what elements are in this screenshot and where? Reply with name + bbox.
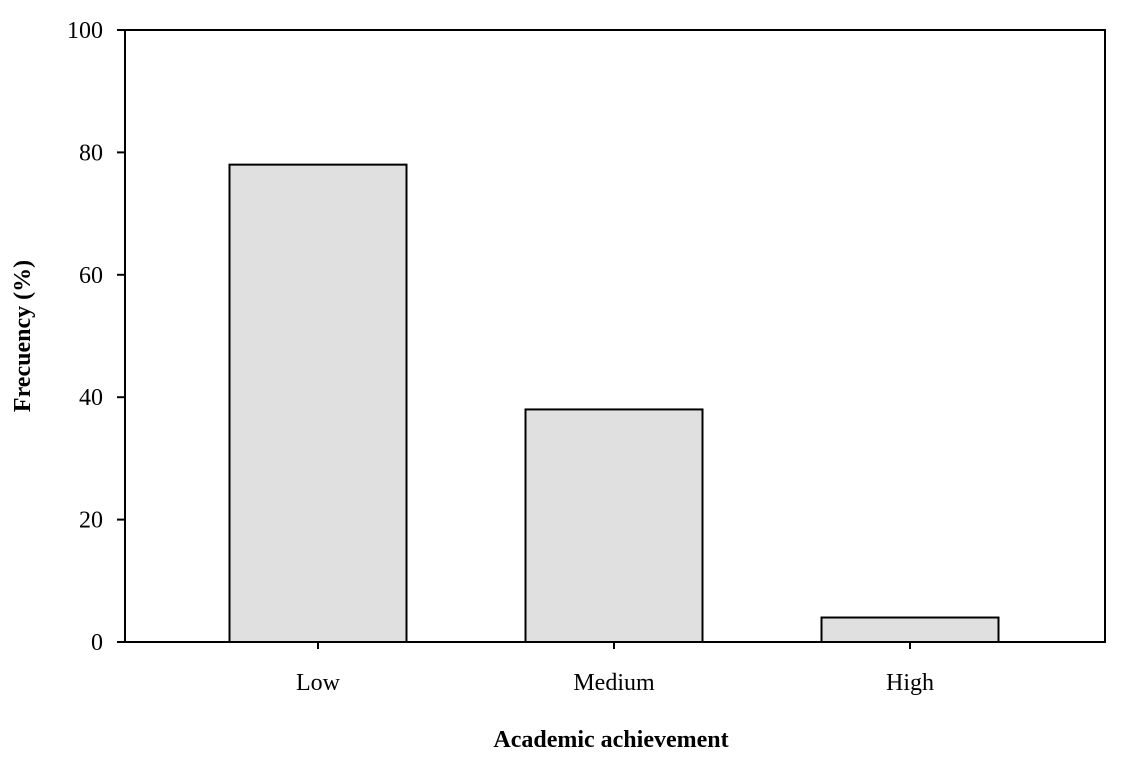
x-axis: Low Medium High (296, 642, 934, 696)
x-tick-label: Low (296, 670, 341, 696)
bar-low (228, 163, 408, 643)
y-axis: 0 20 40 60 80 100 (67, 18, 125, 656)
y-axis-title: Frecuency (%) (10, 260, 36, 412)
bars-group (228, 163, 1000, 644)
y-tick-label: 20 (79, 508, 103, 534)
bar-high (820, 616, 1000, 644)
y-tick-label: 0 (91, 630, 103, 656)
y-tick-label: 100 (67, 18, 103, 44)
x-axis-title: Academic achievement (493, 727, 728, 753)
y-tick-label: 60 (79, 263, 103, 289)
x-tick-label: High (886, 670, 934, 696)
bar-medium (524, 408, 704, 643)
y-tick-label: 80 (79, 140, 103, 166)
y-tick-label: 40 (79, 385, 103, 411)
x-tick-label: Medium (573, 670, 655, 696)
